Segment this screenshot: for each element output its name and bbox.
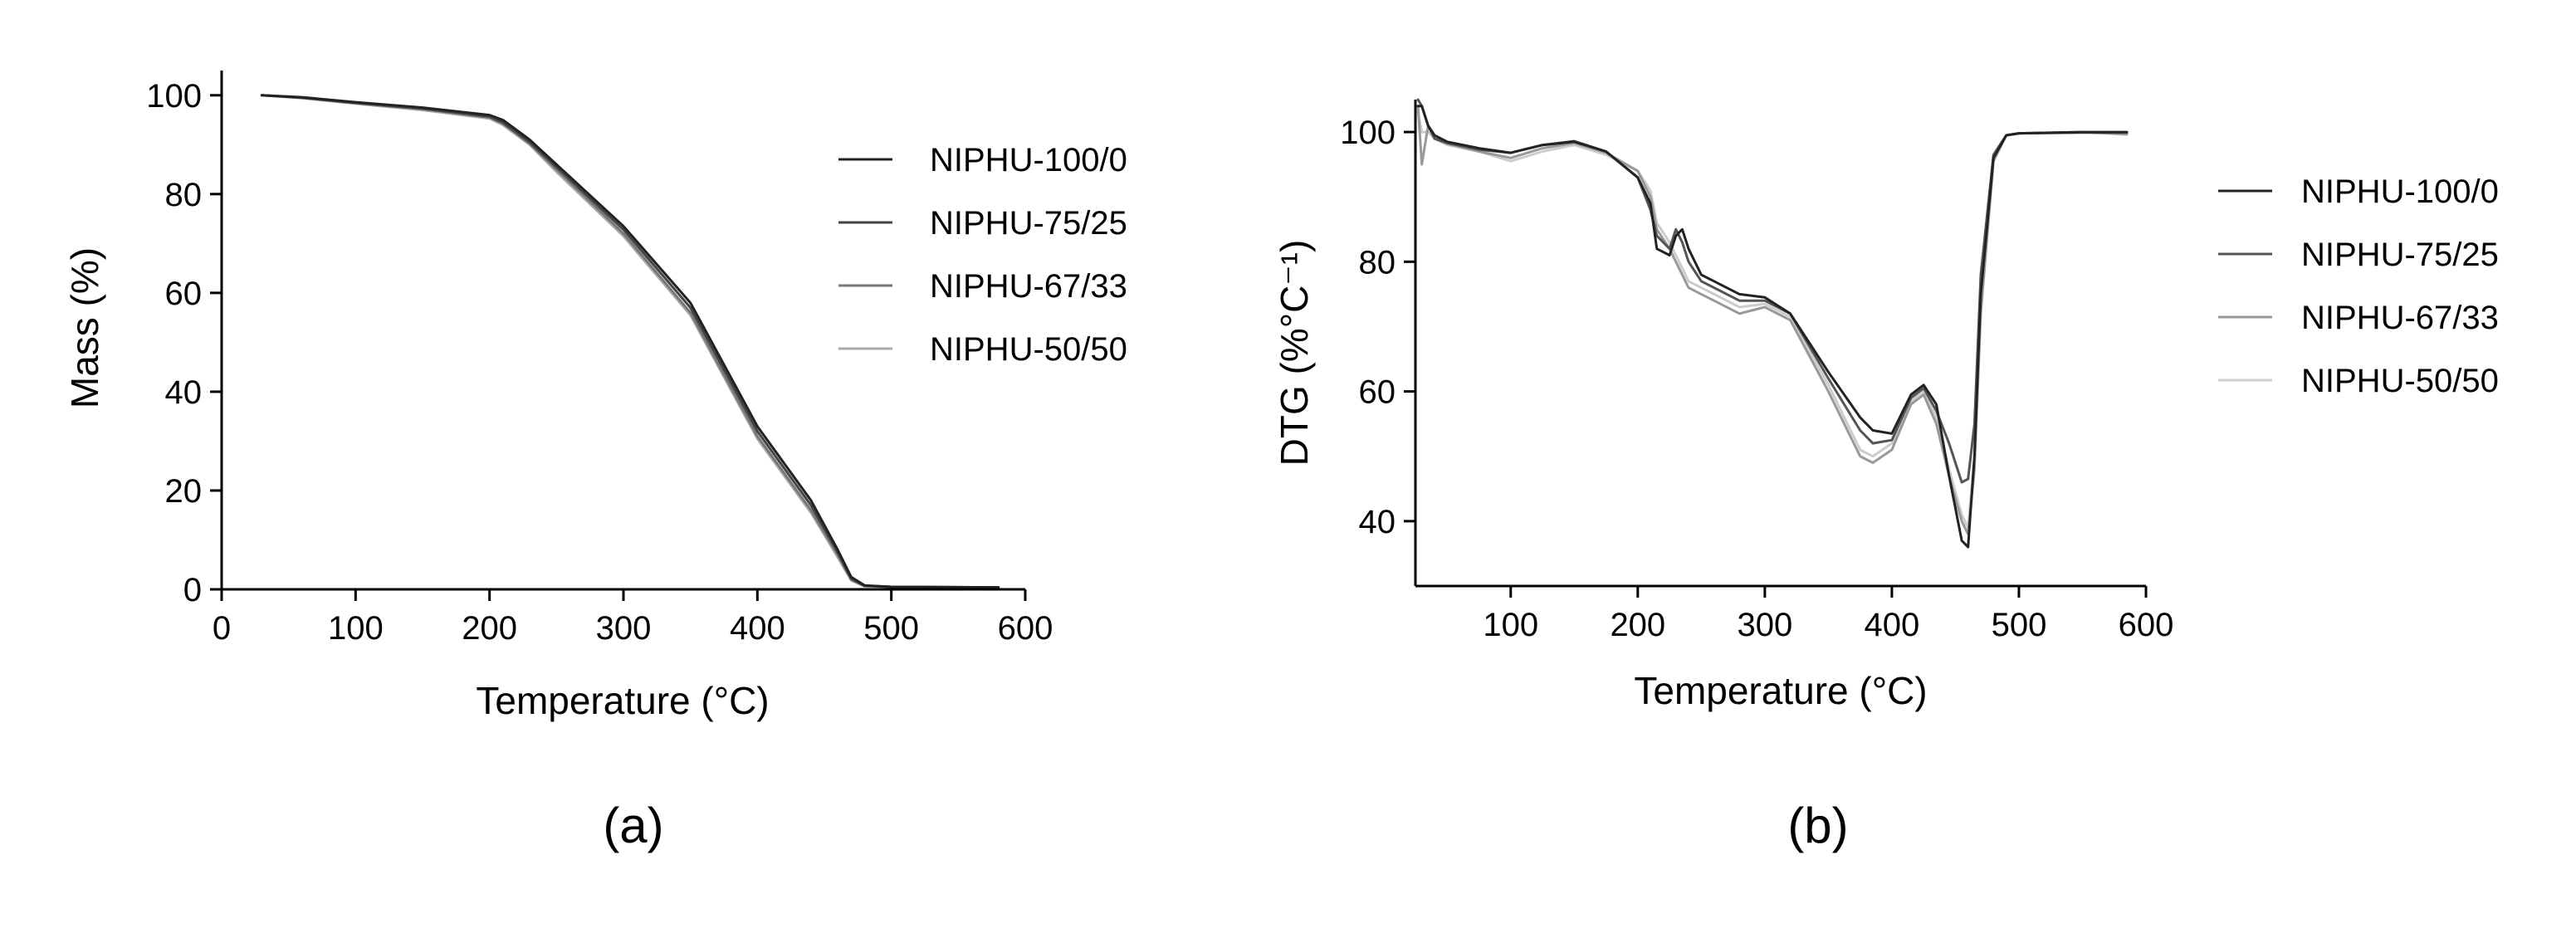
series-line [1416,111,2129,530]
x-tick-label: 600 [998,610,1053,647]
x-tick-label: 300 [1737,607,1792,643]
y-tick-label: 20 [165,473,203,510]
legend-label: NIPHU-67/33 [930,268,1127,305]
series-group [260,94,1000,589]
panel-label: (a) [603,798,663,853]
legend-label: NIPHU-100/0 [930,142,1127,178]
legend-label: NIPHU-50/50 [930,331,1127,368]
x-tick-label: 100 [1483,607,1538,643]
y-tick-label: 100 [146,78,202,115]
x-axis-title: Temperature (°C) [476,679,769,722]
panel-label: (b) [1787,798,1848,853]
series-line [260,94,1000,589]
dtg-chart: 100 200 300 400 500 600 40 60 80 100 Temperature… [1273,98,2499,853]
legend-label: NIPHU-67/33 [2301,300,2499,336]
x-axis-title: Temperature (°C) [1634,669,1927,712]
x-tick-label: 500 [863,610,919,647]
x-tick-label: 0 [213,610,231,647]
y-tick-label: 80 [165,177,203,213]
x-tick-label: 200 [1610,607,1665,643]
y-tick-label: 60 [165,276,203,312]
y-axis-title: DTG (%°C⁻¹) [1273,240,1316,466]
y-tick-label: 100 [1340,115,1396,151]
legend: NIPHU-100/0 NIPHU-75/25 NIPHU-67/33 NIPHU-5… [838,142,1127,368]
x-ticks: 0 100 200 300 400 500 600 [213,589,1053,647]
x-tick-label: 200 [462,610,517,647]
series-group [1416,98,2129,549]
x-tick-label: 100 [328,610,384,647]
legend-label: NIPHU-100/0 [2301,173,2499,210]
y-ticks: 40 60 80 100 [1340,115,1415,540]
tga-mass-chart: 0 100 200 300 400 500 600 0 20 40 60 80 100 Tempera… [63,71,1127,853]
legend-label: NIPHU-75/25 [930,205,1127,242]
series-line [260,94,1000,589]
x-tick-label: 600 [2119,607,2174,643]
y-tick-label: 60 [1359,374,1396,411]
y-tick-label: 80 [1359,244,1396,281]
x-tick-label: 400 [1865,607,1920,643]
x-tick-label: 500 [1992,607,2047,643]
y-ticks: 0 20 40 60 80 100 [146,78,222,608]
x-tick-label: 300 [596,610,652,647]
x-tick-label: 400 [730,610,785,647]
series-line [1416,105,2129,535]
y-tick-label: 40 [1359,504,1396,540]
y-tick-label: 0 [183,572,202,608]
legend-label: NIPHU-50/50 [2301,363,2499,399]
series-line [1416,105,2129,549]
x-ticks: 100 200 300 400 500 600 [1483,586,2173,643]
y-tick-label: 40 [165,374,203,411]
legend: NIPHU-100/0 NIPHU-75/25 NIPHU-67/33 NIPHU-5… [2218,173,2499,399]
series-line [260,94,1000,589]
legend-label: NIPHU-75/25 [2301,237,2499,273]
series-line [260,94,1000,589]
y-axis-title: Mass (%) [63,247,106,408]
